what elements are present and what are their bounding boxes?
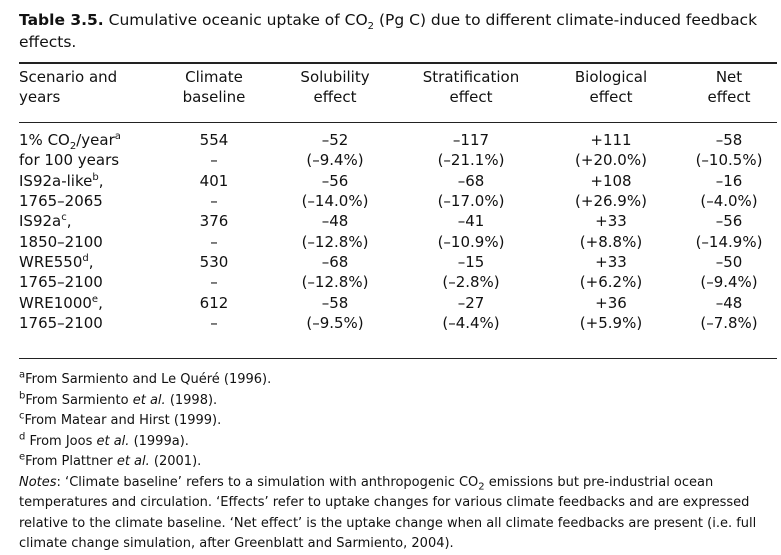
baseline-value: 401 [199, 171, 229, 190]
solubility-value: –52 [321, 131, 349, 150]
solubility-pct: (–14.0%) [301, 192, 369, 211]
bottom-rule [19, 358, 777, 359]
footnote-d: d From Joos et al. (1999a). [19, 431, 189, 449]
solubility-pct: (–12.8%) [301, 273, 369, 292]
baseline-value: 612 [199, 293, 229, 312]
baseline-pct: – [210, 232, 218, 251]
notes-label: Notes [19, 474, 57, 490]
table-row: 1765–2065 – (–14.0%) (–17.0%) (+26.9%) (… [19, 191, 777, 211]
scenario-years: 1765–2100 [19, 273, 103, 292]
header-row: Scenario and years Climate baseline Solubi… [19, 67, 777, 122]
col-header-biological: Biological effect [574, 68, 648, 106]
table-row: 1765–2100 – (–12.8%) (–2.8%) (+6.2%) (–9… [19, 272, 777, 292]
table-number: Table 3.5. [19, 11, 104, 29]
table-notes: Notes: ‘Climate baseline’ refers to a si… [19, 474, 757, 552]
top-rule [19, 62, 777, 64]
stratification-value: –27 [457, 293, 485, 312]
biological-value: +108 [590, 171, 632, 190]
table-row: 1765–2100 – (–9.5%) (–4.4%) (+5.9%) (–7.… [19, 313, 777, 333]
scenario-name: 1% CO2/yeara [19, 131, 121, 153]
solubility-pct: (–9.5%) [306, 313, 364, 332]
biological-pct: (+5.9%) [579, 313, 643, 332]
biological-pct: (+26.9%) [575, 192, 647, 211]
biological-value: +33 [595, 212, 627, 231]
baseline-pct: – [210, 273, 218, 292]
net-pct: (–9.4%) [700, 273, 758, 292]
baseline-value: 376 [199, 212, 229, 231]
stratification-value: –68 [457, 171, 485, 190]
col-header-net: Net effect [707, 68, 751, 106]
scenario-name: IS92ac, [19, 212, 72, 231]
footnote-c: cFrom Matear and Hirst (1999). [19, 410, 222, 428]
stratification-pct: (–17.0%) [437, 192, 505, 211]
stratification-pct: (–4.4%) [442, 313, 500, 332]
solubility-value: –58 [321, 293, 349, 312]
caption-text-a: Cumulative oceanic uptake of CO [108, 11, 368, 29]
baseline-value: 554 [199, 131, 229, 150]
biological-value: +36 [595, 293, 627, 312]
net-value: –58 [715, 131, 743, 150]
biological-value: +33 [595, 252, 627, 271]
stratification-value: –15 [457, 252, 485, 271]
table-row: 1850–2100 – (–12.8%) (–10.9%) (+8.8%) (–… [19, 231, 777, 251]
scenario-name: WRE550d, [19, 252, 94, 271]
baseline-value: 530 [199, 252, 229, 271]
footnote-b: bFrom Sarmiento et al. (1998). [19, 390, 218, 408]
net-pct: (–14.9%) [695, 232, 763, 251]
table-row: 1% CO2/yeara 554 –52 –117 +111 –58 [19, 122, 777, 153]
scenario-years: 1850–2100 [19, 232, 103, 251]
col-header-baseline: Climate baseline [182, 68, 246, 106]
footnote-a: aFrom Sarmiento and Le Quéré (1996). [19, 369, 272, 387]
stratification-pct: (–21.1%) [437, 151, 505, 170]
stratification-pct: (–10.9%) [437, 232, 505, 251]
net-pct: (–4.0%) [700, 192, 758, 211]
header-rule [19, 122, 777, 123]
net-pct: (–10.5%) [695, 151, 763, 170]
stratification-value: –41 [457, 212, 485, 231]
table-row: WRE550d, 530 –68 –15 +33 –50 [19, 252, 777, 272]
footnote-e: eFrom Plattner et al. (2001). [19, 451, 202, 469]
col-header-scenario: Scenario and years [19, 68, 118, 106]
biological-pct: (+6.2%) [579, 273, 643, 292]
net-value: –48 [715, 293, 743, 312]
scenario-name: IS92a-likeb, [19, 171, 104, 190]
solubility-value: –56 [321, 171, 349, 190]
solubility-value: –68 [321, 252, 349, 271]
scenario-years: for 100 years [19, 151, 120, 170]
col-header-solubility: Solubility effect [300, 68, 370, 106]
biological-pct: (+20.0%) [575, 151, 647, 170]
table-row: IS92ac, 376 –48 –41 +33 –56 [19, 211, 777, 231]
uptake-table: Scenario and years Climate baseline Solubi… [19, 67, 777, 333]
baseline-pct: – [210, 313, 218, 332]
baseline-pct: – [210, 151, 218, 170]
table-footnotes: aFrom Sarmiento and Le Quéré (1996). bFr… [19, 370, 777, 555]
baseline-pct: – [210, 192, 218, 211]
net-value: –16 [715, 171, 743, 190]
scenario-years: 1765–2065 [19, 192, 103, 211]
caption-text-b: (Pg C) due to different climate-induced … [19, 11, 758, 51]
biological-pct: (+8.8%) [579, 232, 643, 251]
scenario-years: 1765–2100 [19, 313, 103, 332]
table-row: IS92a-likeb, 401 –56 –68 +108 –16 [19, 171, 777, 191]
biological-value: +111 [590, 131, 632, 150]
stratification-pct: (–2.8%) [442, 273, 500, 292]
solubility-value: –48 [321, 212, 349, 231]
table-row: WRE1000e, 612 –58 –27 +36 –48 [19, 292, 777, 312]
net-pct: (–7.8%) [700, 313, 758, 332]
table-row: for 100 years – (–9.4%) (–21.1%) (+20.0%… [19, 150, 777, 170]
col-header-stratification: Stratification effect [422, 68, 520, 106]
stratification-value: –117 [452, 131, 490, 150]
solubility-pct: (–12.8%) [301, 232, 369, 251]
net-value: –56 [715, 212, 743, 231]
scenario-name: WRE1000e, [19, 293, 103, 312]
table-caption: Table 3.5. Cumulative oceanic uptake of … [19, 9, 759, 53]
solubility-pct: (–9.4%) [306, 151, 364, 170]
caption-subscript: 2 [367, 21, 375, 33]
net-value: –50 [715, 252, 743, 271]
